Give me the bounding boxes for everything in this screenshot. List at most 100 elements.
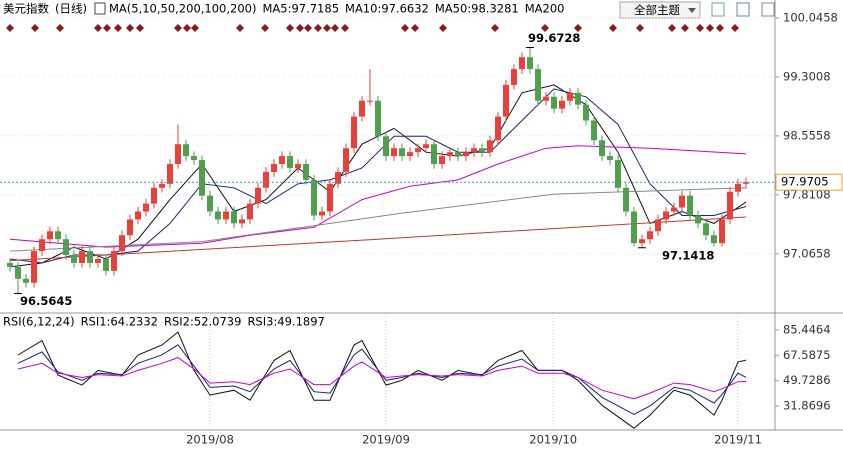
candle-body [127,219,133,236]
last-price-label: 97.9705 [781,175,829,189]
candle-body [711,235,717,244]
x-tick-label: 2019/09 [362,433,410,447]
event-marker [541,24,549,32]
candle-body [535,69,541,101]
candle-body [663,211,669,220]
candle-body [455,152,461,157]
indicator-line [17,357,747,400]
y-tick-label: 100.0458 [783,10,838,24]
candle-body [591,120,597,141]
candle-body [495,116,501,141]
x-tick-label: 2019/10 [529,433,577,447]
event-marker [114,24,122,32]
candle-body [543,96,549,101]
dropdown-arrow [688,8,696,13]
event-marker [183,24,191,32]
event-marker [314,24,322,32]
candle-body [583,104,589,121]
candle-body [215,211,221,220]
tool-button[interactable] [761,2,775,17]
indicator-line [9,88,747,264]
event-marker [411,24,419,32]
candle-body [647,231,653,240]
candle-body [175,144,181,165]
event-marker [323,24,331,32]
candle-body [415,148,421,153]
indicator-line [17,344,747,415]
legend-entry: MA10:97.6632 [345,2,429,16]
candle-body [599,140,605,157]
x-tick-label: 2019/11 [714,433,762,447]
tool-button[interactable] [736,2,750,17]
tool-button[interactable] [711,2,725,17]
candle-body [655,219,661,232]
candle-body [31,251,37,283]
annotation: 96.5645 [20,294,72,308]
candle-body [271,164,277,172]
candle-body [199,160,205,196]
x-tick-label: 2019/08 [186,433,234,447]
indicator-line [9,216,747,262]
event-marker [6,24,14,32]
candle-body [511,69,517,85]
indicator-line [9,145,747,248]
candle-body [119,235,125,252]
indicator-icon [94,2,106,15]
candle-body [263,171,269,188]
candle-body [87,251,93,263]
candle-body [7,262,13,267]
candle-body [287,156,293,168]
candle-body [479,148,485,153]
legend-entry: MA50:98.3281 [435,2,519,16]
event-marker [331,24,339,32]
legend-entry: (日线) [55,2,87,16]
y-tick-label: 98.5558 [783,128,831,142]
candle-body [463,152,469,157]
event-marker [401,24,409,32]
candle-body [407,152,413,157]
candle-body [167,164,173,184]
annotation: 97.1418 [662,248,714,262]
candle-body [639,239,645,244]
candle-body [319,211,325,216]
event-marker [706,24,714,32]
last-price-box [775,173,843,191]
candle-body [71,255,77,263]
y-tick-label: 99.3008 [783,69,831,83]
candle-body [63,239,69,256]
event-marker [261,24,269,32]
candle-body [383,136,389,157]
candle-body [359,100,365,117]
candle-body [351,116,357,149]
candle-body [431,144,437,165]
legend-entry: RSI1:64.2332 [81,315,158,329]
legend-entry: RSI(6,12,24) [3,315,75,329]
candle-body [399,148,405,157]
candle-body [143,203,149,212]
y-tick-label: 97.8108 [783,187,831,201]
theme-label[interactable]: 全部主题 [634,3,680,17]
candle-body [447,152,453,157]
event-marker [681,24,689,32]
event-marker [668,24,676,32]
candle-body [375,100,381,137]
y-tick-label: 31.8696 [783,399,831,413]
candle-body [39,239,45,252]
candle-body [471,148,477,153]
candle-body [671,207,677,212]
toolbar: 全部主题 [619,1,775,19]
event-marker [286,24,294,32]
candle-body [255,187,261,204]
legend-entry: MA200 [525,2,565,16]
candle-body [687,195,693,216]
candle-body [423,144,429,149]
candle-body [191,156,197,161]
legend-entry: 美元指数 [3,2,49,16]
legend-entry: MA(5,10,50,200,100,200) [109,2,256,16]
candle-body [607,156,613,161]
candle-body [335,171,341,184]
y-tick-label: 97.0658 [783,246,831,260]
y-tick-label: 49.7286 [783,373,831,387]
